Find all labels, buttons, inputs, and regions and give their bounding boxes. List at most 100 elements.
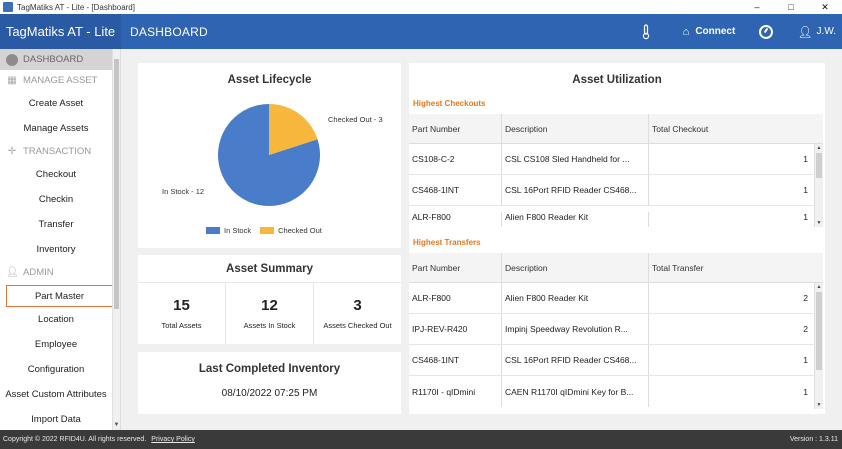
table-row[interactable]: ALR-F800 Alien F800 Reader Kit 2 <box>409 283 823 314</box>
cell-part-number: IPJ-REV-R420 <box>412 324 468 334</box>
lifecycle-pie-chart <box>218 104 320 206</box>
transfers-scrollbar[interactable]: ▲ ▼ <box>814 283 823 409</box>
thermometer-glyph <box>642 23 649 39</box>
sidebar-item-label: DASHBOARD <box>23 54 84 65</box>
app-footer: Copyright © 2022 RFID4U. All rights rese… <box>0 430 842 449</box>
sidebar-section-manage-asset: ▦ MANAGE ASSET <box>0 70 120 91</box>
scroll-up-icon[interactable]: ▲ <box>816 145 822 151</box>
sidebar-scroll-thumb[interactable] <box>114 59 119 309</box>
column-header[interactable]: Part Number <box>412 123 461 134</box>
sidebar-scrollbar[interactable]: ▼ <box>112 49 120 430</box>
summary-cells: 15 Total Assets 12 Assets In Stock 3 Ass… <box>138 283 401 344</box>
summary-assets-in-stock: 12 Assets In Stock <box>226 283 314 344</box>
scroll-thumb[interactable] <box>816 153 822 178</box>
legend-item-checked-out: Checked Out <box>260 226 322 235</box>
pie-label-checked-out: Checked Out - 3 <box>328 115 383 124</box>
highest-transfers-title: Highest Transfers <box>413 238 481 247</box>
column-header[interactable]: Part Number <box>412 262 461 273</box>
summary-total-assets: 15 Total Assets <box>138 283 226 344</box>
cell-description: Alien F800 Reader Kit <box>501 283 648 313</box>
cell-total: 1 <box>648 144 811 174</box>
lifecycle-title: Asset Lifecycle <box>227 74 312 86</box>
column-header[interactable]: Description <box>501 114 648 143</box>
scroll-down-icon[interactable]: ▼ <box>816 220 822 226</box>
user-menu[interactable]: 👤︎ J.W. <box>797 25 836 39</box>
table-row[interactable]: R1170I - qIDmini CAEN R1170I qIDmini Key… <box>409 376 823 407</box>
app-brand: TagMatiks AT - Lite <box>0 14 121 49</box>
gauge-icon[interactable] <box>759 24 774 39</box>
column-header[interactable]: Description <box>501 253 648 282</box>
sidebar-item-part-master[interactable]: Part Master <box>6 285 113 307</box>
cell-total: 1 <box>648 345 811 375</box>
app-icon <box>3 2 13 12</box>
cell-part-number: CS468-1INT <box>412 355 460 365</box>
summary-value: 12 <box>261 297 278 314</box>
cell-description: Alien F800 Reader Kit <box>501 212 648 227</box>
table-row[interactable]: IPJ-REV-R420 Impinj Speedway Revolution … <box>409 314 823 345</box>
summary-title: Asset Summary <box>138 255 401 283</box>
sidebar-item-configuration[interactable]: Configuration <box>27 364 85 375</box>
sidebar-item-manage-assets[interactable]: Manage Assets <box>23 123 89 134</box>
table-header: Part Number Description Total Checkout <box>409 114 823 144</box>
close-button[interactable]: ✕ <box>821 1 829 12</box>
scroll-down-icon[interactable]: ▼ <box>113 422 120 428</box>
summary-label: Assets Checked Out <box>323 321 392 330</box>
checkouts-scrollbar[interactable]: ▲ ▼ <box>814 144 823 227</box>
last-inventory-date: 08/10/2022 07:25 PM <box>221 388 318 399</box>
privacy-policy-link[interactable]: Privacy Policy <box>151 436 195 443</box>
table-row[interactable]: CS108-C-2 CSL CS108 Sled Handheld for ..… <box>409 144 823 175</box>
version-text: Version : 1.3.11 <box>789 436 838 443</box>
last-inventory-panel: Last Completed Inventory 08/10/2022 07:2… <box>138 352 401 414</box>
copyright-text: Copyright © 2022 RFID4U. All rights rese… <box>3 436 147 443</box>
minimize-button[interactable]: – <box>754 2 760 12</box>
sidebar-item-checkout[interactable]: Checkout <box>35 169 77 180</box>
sidebar-item-create-asset[interactable]: Create Asset <box>28 98 84 109</box>
cell-part-number: CS468-1INT <box>412 185 460 195</box>
cell-description: CSL CS108 Sled Handheld for ... <box>501 144 648 174</box>
user-label: J.W. <box>816 26 836 37</box>
column-header[interactable]: Total Checkout <box>648 114 811 143</box>
column-header[interactable]: Total Transfer <box>648 253 811 282</box>
maximize-button[interactable]: □ <box>788 2 794 12</box>
cell-total: 2 <box>648 314 811 344</box>
sidebar-item-import-data[interactable]: Import Data <box>31 414 81 425</box>
table-row[interactable]: ALR-F800 Alien F800 Reader Kit 1 <box>409 206 823 227</box>
table-row[interactable]: CS468-1INT CSL 16Port RFID Reader CS468.… <box>409 175 823 206</box>
summary-label: Assets In Stock <box>243 321 296 330</box>
pie-legend: In Stock Checked Out <box>206 226 331 235</box>
sidebar-item-dashboard[interactable]: DASHBOARD <box>0 49 120 70</box>
connect-label: Connect <box>695 26 736 37</box>
app-header: TagMatiks AT - Lite DASHBOARD ⌂ Connect … <box>0 14 842 49</box>
highest-checkouts-title: Highest Checkouts <box>413 99 486 108</box>
sidebar-item-checkin[interactable]: Checkin <box>38 194 74 205</box>
pie-slice-checked-out <box>269 104 318 155</box>
sidebar-item-transfer[interactable]: Transfer <box>38 219 74 230</box>
thermometer-icon[interactable] <box>639 23 653 40</box>
sidebar-item-asset-custom-attributes[interactable]: Asset Custom Attributes <box>5 389 107 400</box>
sidebar-item-employee[interactable]: Employee <box>34 339 78 350</box>
sidebar-section-label: TRANSACTION <box>23 146 92 157</box>
connect-icon: ⌂ <box>682 25 690 38</box>
legend-swatch-in-stock <box>206 227 220 234</box>
manage-asset-icon: ▦ <box>7 75 17 86</box>
sidebar-section-admin: 👤︎ ADMIN <box>0 262 120 283</box>
sidebar-section-label: MANAGE ASSET <box>23 75 98 86</box>
transaction-icon: ✛ <box>7 146 17 157</box>
dashboard-icon <box>6 53 18 66</box>
cell-description: CSL 16Port RFID Reader CS468... <box>501 345 648 375</box>
sidebar-item-inventory[interactable]: Inventory <box>36 244 76 255</box>
dashboard-main: Asset Lifecycle Checked Out - 3 In Stock… <box>121 49 842 430</box>
sidebar-item-location[interactable]: Location <box>38 314 74 325</box>
sidebar: DASHBOARD ▦ MANAGE ASSET Create Asset Ma… <box>0 49 121 430</box>
scroll-down-icon[interactable]: ▼ <box>816 402 822 408</box>
admin-icon: 👤︎ <box>6 267 19 278</box>
connect-button[interactable]: ⌂ Connect <box>683 26 736 38</box>
asset-summary-panel: Asset Summary 15 Total Assets 12 Assets … <box>138 255 401 344</box>
scroll-thumb[interactable] <box>816 292 822 370</box>
scroll-up-icon[interactable]: ▲ <box>816 284 822 290</box>
cell-total: 1 <box>648 376 811 407</box>
user-icon: 👤︎ <box>797 24 813 39</box>
summary-assets-checked-out: 3 Assets Checked Out <box>314 283 401 344</box>
table-row[interactable]: CS468-1INT CSL 16Port RFID Reader CS468.… <box>409 345 823 376</box>
summary-value: 15 <box>173 297 190 314</box>
